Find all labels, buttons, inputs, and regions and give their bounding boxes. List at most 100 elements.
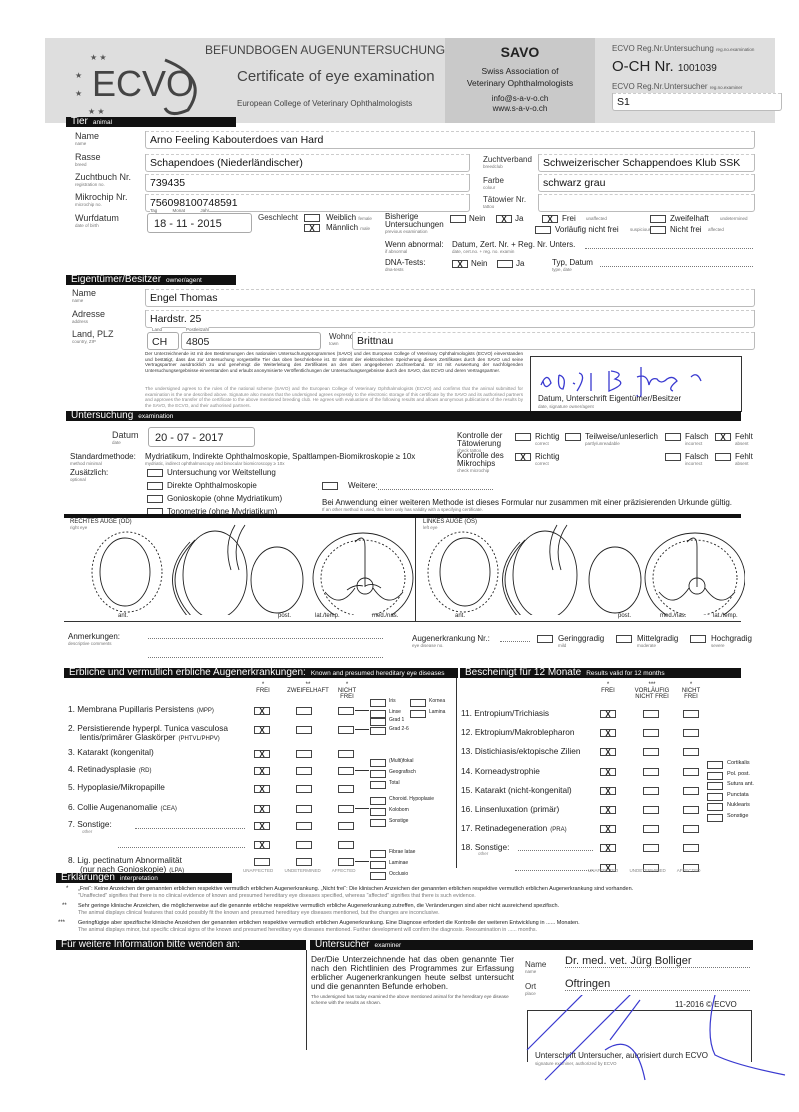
tattoo-absent-checkbox[interactable]: X bbox=[715, 433, 731, 442]
free-checkbox[interactable]: X bbox=[600, 710, 616, 719]
zip-field[interactable]: 4805 bbox=[181, 332, 321, 350]
sub-type-checkbox[interactable] bbox=[370, 808, 386, 816]
prelim-checkbox[interactable] bbox=[643, 863, 659, 872]
free-checkbox[interactable]: X bbox=[254, 785, 270, 794]
cataract-type-checkbox[interactable] bbox=[707, 771, 723, 780]
free-checkbox[interactable] bbox=[254, 858, 270, 866]
free-checkbox[interactable]: X bbox=[254, 822, 270, 831]
prev-notfree-checkbox[interactable] bbox=[650, 226, 666, 234]
colour-field[interactable]: schwarz grau bbox=[538, 174, 755, 192]
free-checkbox[interactable]: X bbox=[254, 841, 270, 850]
comments-line-1[interactable] bbox=[148, 638, 383, 639]
comments-line-2[interactable] bbox=[148, 657, 383, 658]
free-checkbox[interactable]: X bbox=[600, 825, 616, 834]
prelim-checkbox[interactable] bbox=[643, 710, 659, 718]
not-free-checkbox[interactable] bbox=[683, 806, 699, 814]
not-free-checkbox[interactable] bbox=[338, 726, 354, 734]
doubtful-checkbox[interactable] bbox=[296, 805, 312, 813]
not-free-checkbox[interactable] bbox=[338, 750, 354, 758]
studbook-field[interactable]: 739435 bbox=[145, 174, 470, 192]
not-free-checkbox[interactable] bbox=[683, 825, 699, 834]
doubtful-checkbox[interactable] bbox=[296, 841, 312, 849]
prelim-checkbox[interactable] bbox=[643, 806, 659, 814]
free-checkbox[interactable]: X bbox=[600, 786, 616, 795]
chip-correct-checkbox[interactable]: X bbox=[515, 453, 531, 462]
doubtful-checkbox[interactable] bbox=[296, 767, 312, 775]
owner-name-field[interactable]: Engel Thomas bbox=[145, 289, 755, 307]
sub-type-checkbox[interactable] bbox=[370, 872, 386, 880]
prelim-checkbox[interactable] bbox=[643, 767, 659, 776]
free-checkbox[interactable]: X bbox=[254, 767, 270, 776]
not-free-checkbox[interactable] bbox=[683, 786, 699, 795]
doubtful-checkbox[interactable] bbox=[296, 750, 312, 758]
free-checkbox[interactable]: X bbox=[600, 863, 616, 872]
not-free-checkbox[interactable] bbox=[338, 767, 354, 775]
dob-field[interactable]: 18 - 11 - 2015 bbox=[147, 213, 252, 233]
free-checkbox[interactable]: X bbox=[600, 806, 616, 815]
doubtful-checkbox[interactable] bbox=[296, 785, 312, 793]
prelim-checkbox[interactable] bbox=[643, 825, 659, 834]
address-field[interactable]: Hardstr. 25 bbox=[145, 310, 755, 328]
other-dotted-line[interactable] bbox=[118, 847, 245, 848]
dna-yes-checkbox[interactable] bbox=[497, 260, 513, 268]
male-checkbox[interactable]: X bbox=[304, 224, 320, 233]
moderate-checkbox[interactable] bbox=[616, 635, 632, 643]
other-dotted-line[interactable] bbox=[515, 869, 593, 871]
tattoo-correct-checkbox[interactable] bbox=[515, 433, 531, 441]
prelim-checkbox[interactable] bbox=[643, 786, 659, 795]
free-checkbox[interactable]: X bbox=[600, 748, 616, 757]
not-free-checkbox[interactable] bbox=[683, 844, 699, 853]
sub-type-checkbox[interactable] bbox=[370, 819, 386, 827]
sub-type-checkbox[interactable] bbox=[370, 718, 386, 726]
prelim-checkbox[interactable] bbox=[643, 729, 659, 738]
other-dotted-line[interactable] bbox=[518, 850, 593, 852]
sub-type-checkbox[interactable] bbox=[370, 710, 386, 718]
not-free-checkbox[interactable] bbox=[338, 805, 354, 813]
cataract-type-checkbox[interactable] bbox=[707, 813, 723, 822]
free-checkbox[interactable]: X bbox=[254, 726, 270, 735]
sub-type-checkbox[interactable] bbox=[370, 759, 386, 767]
exam-date-field[interactable]: 20 - 07 - 2017 bbox=[148, 427, 255, 447]
doubtful-checkbox[interactable] bbox=[296, 726, 312, 734]
free-checkbox[interactable]: X bbox=[600, 729, 616, 738]
reg-examiner-field[interactable]: S1 bbox=[612, 93, 782, 111]
not-free-checkbox[interactable] bbox=[683, 710, 699, 718]
prev-doubt-checkbox[interactable] bbox=[650, 215, 666, 223]
free-checkbox[interactable]: X bbox=[600, 767, 616, 776]
abnormal-dotted-line[interactable] bbox=[585, 248, 753, 249]
sub-type-checkbox[interactable] bbox=[410, 710, 426, 718]
prev-prelim-checkbox[interactable] bbox=[535, 226, 551, 234]
free-checkbox[interactable]: X bbox=[600, 844, 616, 853]
prelim-checkbox[interactable] bbox=[643, 748, 659, 757]
sub-type-checkbox[interactable] bbox=[370, 727, 386, 735]
club-field[interactable]: Schweizerischer Schappendoes Klub SSK bbox=[538, 154, 755, 172]
country-field[interactable]: CH bbox=[147, 332, 179, 350]
not-free-checkbox[interactable] bbox=[683, 863, 699, 872]
severe-checkbox[interactable] bbox=[690, 635, 706, 643]
cataract-type-checkbox[interactable] bbox=[707, 803, 723, 811]
cataract-type-checkbox[interactable] bbox=[707, 782, 723, 790]
dna-dotted-line[interactable] bbox=[600, 266, 753, 267]
optional-method-checkbox[interactable] bbox=[147, 469, 163, 477]
tattoo-wrong-checkbox[interactable] bbox=[665, 433, 681, 441]
not-free-checkbox[interactable] bbox=[338, 785, 354, 793]
not-free-checkbox[interactable] bbox=[683, 767, 699, 776]
doubtful-checkbox[interactable] bbox=[296, 822, 312, 830]
examiner-place-field[interactable]: Oftringen bbox=[565, 978, 750, 991]
prev-no-checkbox[interactable] bbox=[450, 215, 466, 223]
chip-field[interactable]: 756098100748591 bbox=[145, 194, 470, 212]
not-free-checkbox[interactable] bbox=[338, 858, 354, 866]
female-checkbox[interactable] bbox=[304, 214, 320, 222]
not-free-checkbox[interactable] bbox=[338, 822, 354, 830]
further-checkbox[interactable] bbox=[322, 482, 338, 490]
sub-type-checkbox[interactable] bbox=[370, 699, 386, 707]
optional-method-checkbox[interactable] bbox=[147, 495, 163, 503]
prev-free-checkbox[interactable]: X bbox=[542, 215, 558, 224]
not-free-checkbox[interactable] bbox=[683, 748, 699, 757]
tattoo-field[interactable] bbox=[538, 194, 755, 212]
disease-no-line[interactable] bbox=[500, 641, 530, 642]
sub-type-checkbox[interactable] bbox=[370, 797, 386, 805]
sub-type-checkbox[interactable] bbox=[370, 781, 386, 789]
owner-signature-box[interactable]: Datum, Unterschrift Eigentümer/Besitzer … bbox=[530, 356, 742, 412]
dna-no-checkbox[interactable]: X bbox=[452, 260, 468, 269]
